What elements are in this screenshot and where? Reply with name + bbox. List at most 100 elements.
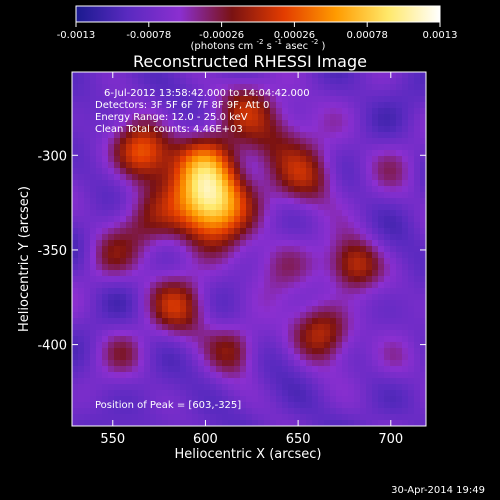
heatmap-cell — [174, 306, 181, 313]
colorbar-unit-label: (photons cm -2 s -1 asec -2 ) — [191, 36, 326, 52]
heatmap-cell — [168, 336, 175, 343]
heatmap-cell — [372, 282, 379, 289]
heatmap-cell — [114, 330, 121, 337]
heatmap-cell — [312, 330, 319, 337]
heatmap-cell — [108, 360, 115, 367]
heatmap-cell — [384, 336, 391, 343]
heatmap-cell — [132, 180, 139, 187]
heatmap-cell — [222, 264, 229, 271]
heatmap-cell — [396, 318, 403, 325]
heatmap-cell — [78, 300, 85, 307]
heatmap-cell — [378, 264, 385, 271]
heatmap-cell — [246, 78, 253, 85]
heatmap-cell — [282, 222, 289, 229]
heatmap-cell — [222, 252, 229, 259]
heatmap-cell — [246, 306, 253, 313]
heatmap-cell — [390, 300, 397, 307]
heatmap-cell — [252, 186, 259, 193]
heatmap-cell — [420, 192, 426, 199]
heatmap-cell — [96, 144, 103, 151]
heatmap-cell — [150, 318, 157, 325]
heatmap-cell — [384, 408, 391, 415]
heatmap-cell — [144, 216, 151, 223]
heatmap-cell — [384, 180, 391, 187]
heatmap-cell — [138, 300, 145, 307]
heatmap-cell — [138, 102, 145, 109]
heatmap-cell — [186, 360, 193, 367]
heatmap-cell — [294, 414, 301, 421]
heatmap-cell — [228, 162, 235, 169]
heatmap-cell — [84, 180, 91, 187]
heatmap-cell — [270, 132, 277, 139]
heatmap-cell — [180, 270, 187, 277]
heatmap-cell — [216, 150, 223, 157]
heatmap-cell — [294, 222, 301, 229]
heatmap-cell — [168, 168, 175, 175]
heatmap-cell — [150, 204, 157, 211]
heatmap-cell — [312, 144, 319, 151]
heatmap-cell — [324, 390, 331, 397]
heatmap-cell — [414, 246, 421, 253]
heatmap-cell — [324, 216, 331, 223]
heatmap-cell — [210, 108, 217, 115]
heatmap-cell — [396, 402, 403, 409]
heatmap-cell — [324, 348, 331, 355]
heatmap-cell — [138, 108, 145, 115]
heatmap-cell — [294, 96, 301, 103]
heatmap-cell — [312, 246, 319, 253]
heatmap-cell — [342, 162, 349, 169]
heatmap-cell — [390, 198, 397, 205]
heatmap-cell — [114, 258, 121, 265]
heatmap-cell — [294, 270, 301, 277]
heatmap-cell — [78, 414, 85, 421]
heatmap-cell — [84, 216, 91, 223]
heatmap-cell — [198, 324, 205, 331]
heatmap-cell — [102, 204, 109, 211]
heatmap-cell — [420, 252, 426, 259]
heatmap-cell — [294, 408, 301, 415]
heatmap-cell — [114, 102, 121, 109]
heatmap-cell — [282, 126, 289, 133]
heatmap-cell — [396, 180, 403, 187]
heatmap-cell — [96, 354, 103, 361]
heatmap-cell — [102, 192, 109, 199]
heatmap-cell — [264, 312, 271, 319]
heatmap-cell — [258, 180, 265, 187]
heatmap-cell — [264, 396, 271, 403]
heatmap-cell — [318, 420, 325, 426]
heatmap-cell — [222, 204, 229, 211]
heatmap-cell — [144, 156, 151, 163]
heatmap-cell — [360, 210, 367, 217]
heatmap-cell — [414, 210, 421, 217]
heatmap-cell — [162, 294, 169, 301]
heatmap-cell — [420, 216, 426, 223]
heatmap-cell — [318, 96, 325, 103]
heatmap-cell — [78, 78, 85, 85]
x-axis-ticks: 550 600 650 700 — [100, 72, 403, 447]
heatmap-cell — [168, 108, 175, 115]
heatmap-cell — [366, 108, 373, 115]
heatmap-cell — [306, 258, 313, 265]
heatmap-cell — [192, 246, 199, 253]
heatmap-cell — [372, 204, 379, 211]
heatmap-cell — [312, 366, 319, 373]
heatmap-cell — [366, 324, 373, 331]
heatmap-cell — [318, 252, 325, 259]
heatmap-cell — [96, 366, 103, 373]
heatmap-cell — [240, 234, 247, 241]
heatmap-cell — [216, 90, 223, 97]
heatmap-cell — [408, 384, 415, 391]
heatmap-cell — [366, 234, 373, 241]
heatmap-cell — [318, 396, 325, 403]
heatmap-cell — [252, 300, 259, 307]
heatmap-cell — [138, 318, 145, 325]
heatmap-cell — [84, 186, 91, 193]
heatmap-cell — [348, 228, 355, 235]
heatmap-cell — [216, 78, 223, 85]
heatmap-cell — [84, 354, 91, 361]
heatmap-cell — [252, 90, 259, 97]
heatmap-cell — [204, 138, 211, 145]
heatmap-cell — [300, 414, 307, 421]
heatmap-cell — [270, 156, 277, 163]
heatmap-cell — [366, 276, 373, 283]
